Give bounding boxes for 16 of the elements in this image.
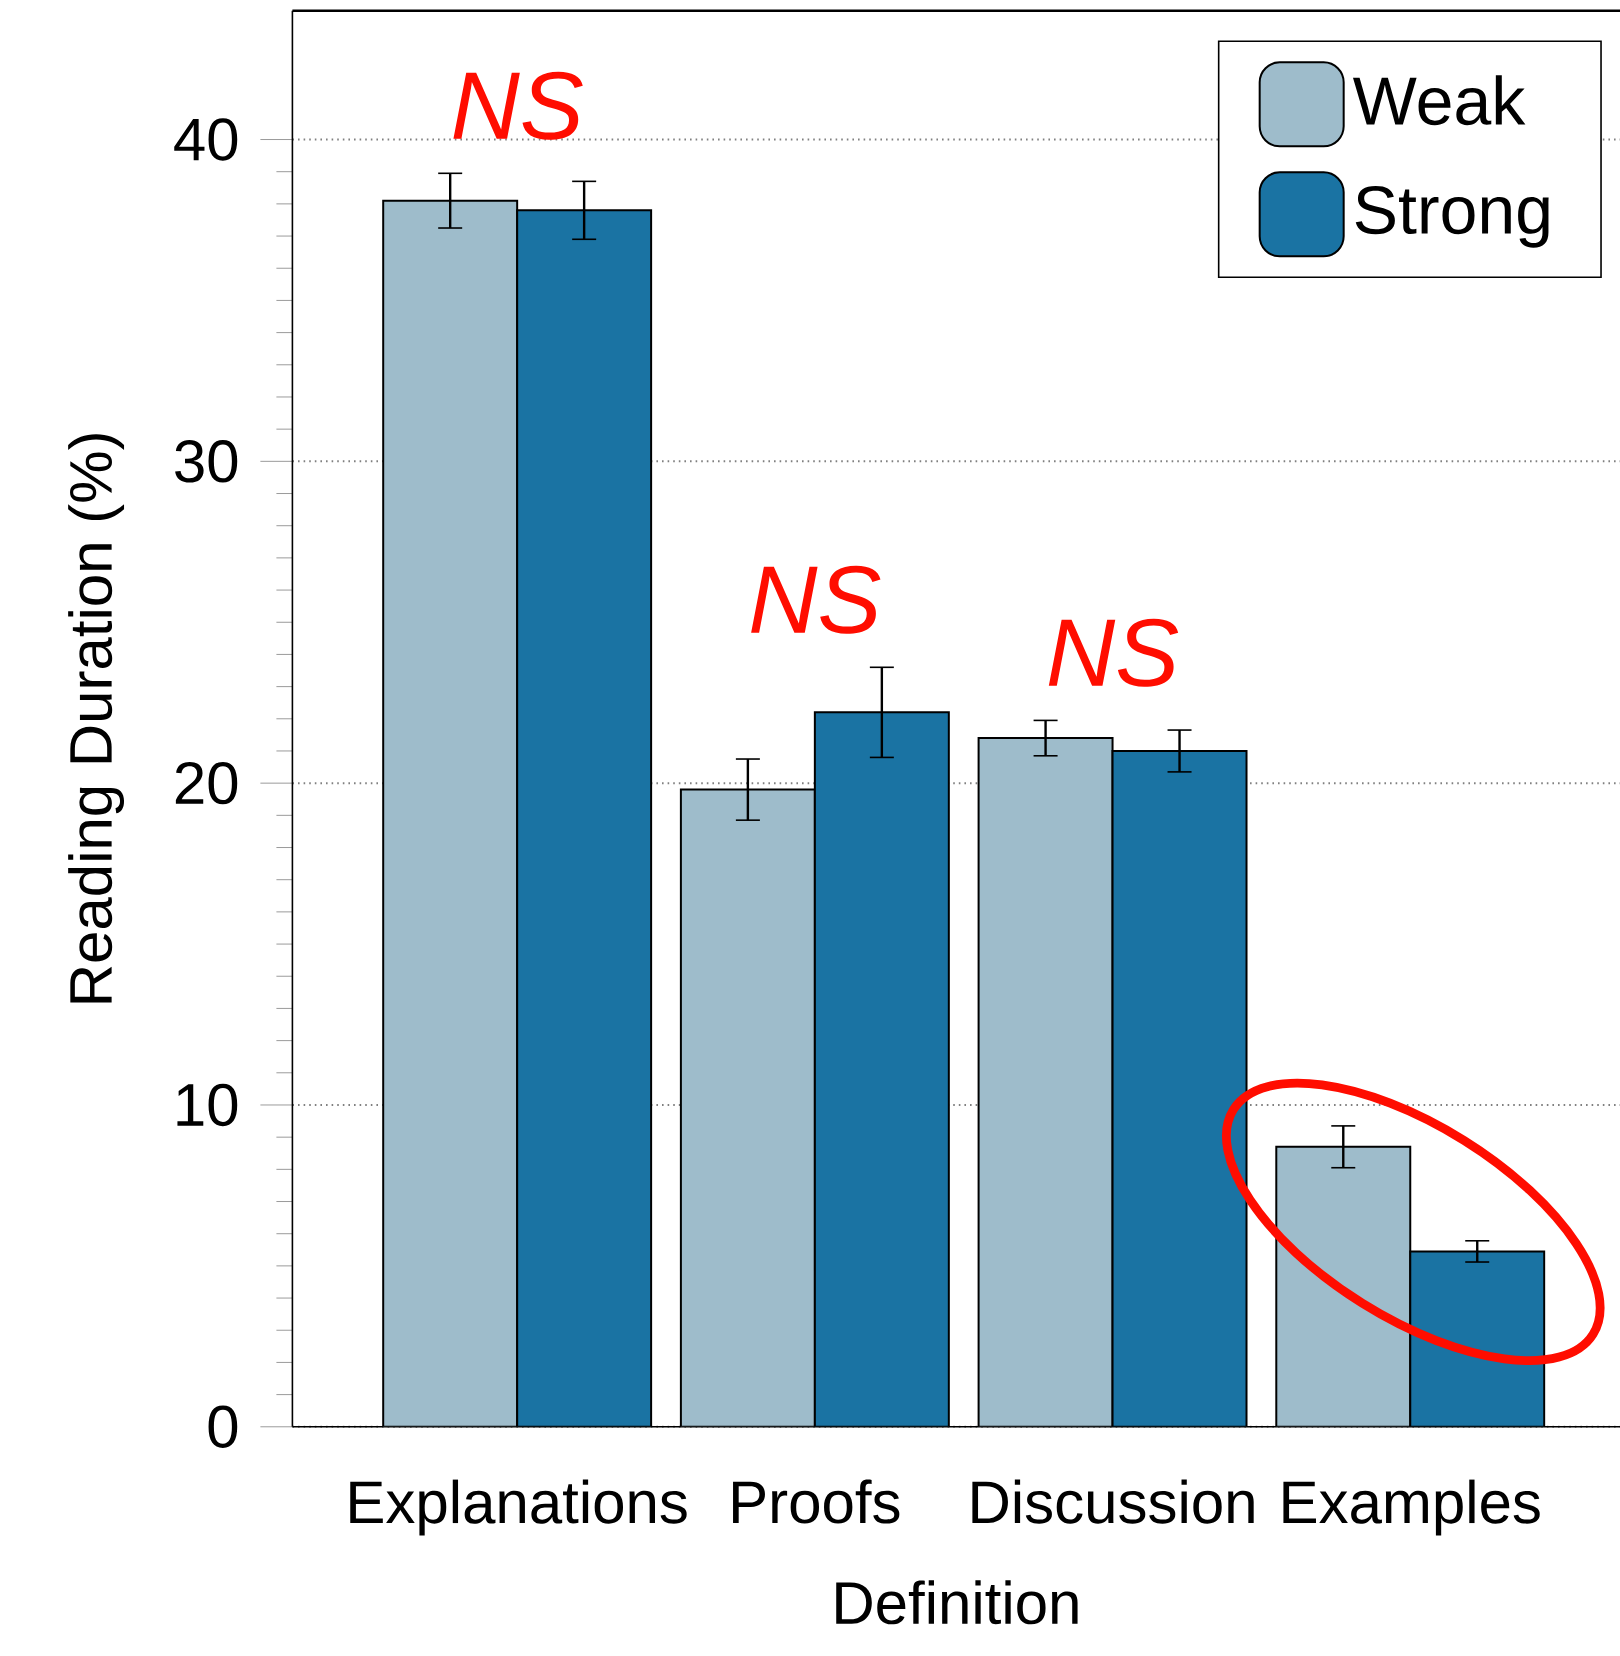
y-tick-label: 10 bbox=[177, 1083, 238, 1127]
y-tick-label: 30 bbox=[175, 440, 238, 483]
legend-label: Strong bbox=[1355, 186, 1549, 248]
y-tick-label: 40 bbox=[174, 118, 238, 161]
x-tick-label: Explanations bbox=[350, 1479, 687, 1536]
x-tick-label: Discussion bbox=[972, 1479, 1254, 1524]
legend-label: Weak bbox=[1352, 75, 1526, 126]
x-tick-label: Examples bbox=[1283, 1479, 1540, 1536]
annotation: NS bbox=[453, 71, 583, 140]
y-tick-label: 20 bbox=[175, 761, 238, 805]
annotation: NS bbox=[1048, 618, 1179, 687]
x-axis-title: Definition bbox=[836, 1580, 1078, 1625]
x-tick-label: Proofs bbox=[733, 1479, 900, 1524]
y-tick-label: 0 bbox=[208, 1405, 238, 1449]
annotation: NS bbox=[751, 565, 881, 634]
y-axis-title: Reading Duration (%) bbox=[68, 434, 125, 1003]
